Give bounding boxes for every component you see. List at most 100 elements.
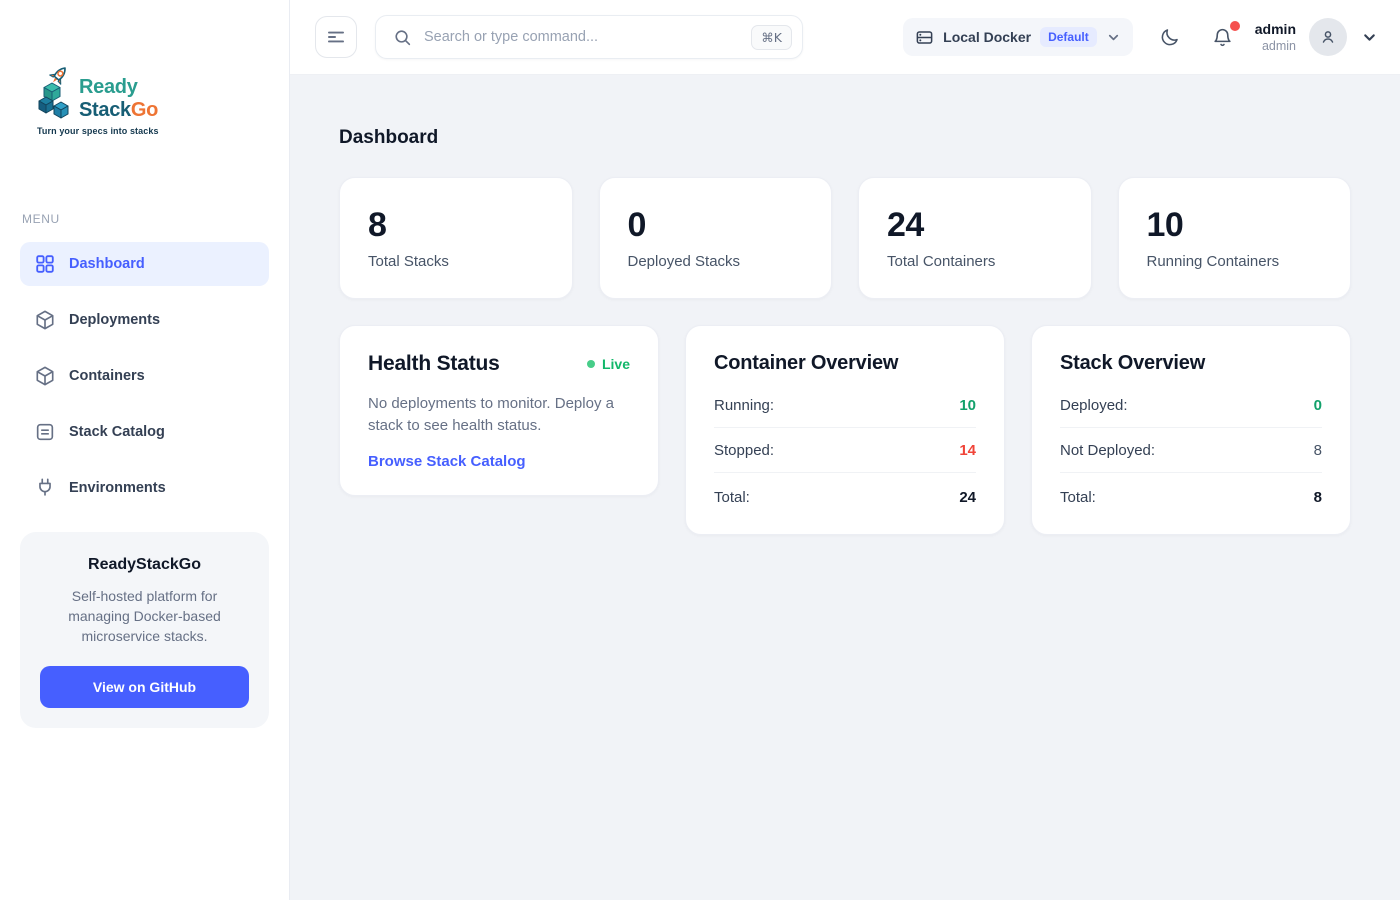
chevron-down-icon xyxy=(1361,29,1378,46)
search-input[interactable] xyxy=(424,29,751,45)
user-meta: admin admin xyxy=(1255,22,1296,53)
menu-icon xyxy=(326,27,346,47)
notification-dot xyxy=(1230,21,1240,31)
sidebar-promo-card: ReadyStackGo Self-hosted platform for ma… xyxy=(20,532,269,728)
cube-icon xyxy=(34,309,56,331)
search-box: ⌘K xyxy=(375,15,803,59)
live-dot-icon xyxy=(587,360,595,368)
stat-label: Total Stacks xyxy=(368,253,544,270)
keyboard-shortcut-badge: ⌘K xyxy=(751,25,792,50)
sidebar-toggle-button[interactable] xyxy=(315,16,357,58)
sidebar-item-label: Dashboard xyxy=(69,256,145,272)
overview-row-stopped: Stopped: 14 xyxy=(714,428,976,473)
main-area: ⌘K Local Docker Default xyxy=(290,0,1400,900)
menu-section-label: MENU xyxy=(22,212,289,226)
chevron-down-icon xyxy=(1106,30,1121,45)
health-status-card: Health Status Live No deployments to mon… xyxy=(339,325,659,496)
stack-overview-card: Stack Overview Deployed: 0 Not Deployed:… xyxy=(1031,325,1351,535)
stat-value: 8 xyxy=(368,207,544,243)
brand-logo[interactable]: Ready StackGo Turn your specs into stack… xyxy=(37,64,157,136)
row-value: 10 xyxy=(959,397,976,414)
brand-name-part1: Ready xyxy=(79,76,138,98)
row-label: Stopped: xyxy=(714,442,774,459)
sidebar-item-deployments[interactable]: Deployments xyxy=(20,298,269,342)
moon-icon xyxy=(1159,27,1180,48)
promo-title: ReadyStackGo xyxy=(40,556,249,574)
brand-name-part3: Go xyxy=(131,99,158,121)
stack-overview-title: Stack Overview xyxy=(1060,352,1322,375)
health-status-message: No deployments to monitor. Deploy a stac… xyxy=(368,393,630,437)
plug-icon xyxy=(34,477,56,499)
notifications-button[interactable] xyxy=(1212,27,1233,48)
overview-row-total: Total: 24 xyxy=(714,473,976,510)
sidebar-item-label: Environments xyxy=(69,480,166,496)
overview-row-deployed: Deployed: 0 xyxy=(1060,383,1322,428)
stat-label: Deployed Stacks xyxy=(628,253,804,270)
stat-label: Running Containers xyxy=(1147,253,1323,270)
environment-name: Local Docker xyxy=(943,29,1031,45)
avatar[interactable] xyxy=(1309,18,1347,56)
row-value: 14 xyxy=(959,442,976,459)
view-on-github-button[interactable]: View on GitHub xyxy=(40,666,249,708)
server-icon xyxy=(915,28,934,47)
browse-stack-catalog-link[interactable]: Browse Stack Catalog xyxy=(368,453,526,470)
grid-icon xyxy=(34,253,56,275)
user-name: admin xyxy=(1255,22,1296,36)
stat-card-total-stacks: 8 Total Stacks xyxy=(339,177,573,299)
search-icon xyxy=(393,28,412,47)
page-title: Dashboard xyxy=(339,127,1351,149)
document-icon xyxy=(34,421,56,443)
brand-wordmark: Ready StackGo xyxy=(79,76,158,122)
row-label: Deployed: xyxy=(1060,397,1128,414)
sidebar-item-dashboard[interactable]: Dashboard xyxy=(20,242,269,286)
rocket-stack-logo-icon xyxy=(37,64,81,122)
stat-value: 0 xyxy=(628,207,804,243)
brand-name-part2: Stack xyxy=(79,99,131,121)
sidebar-item-label: Stack Catalog xyxy=(69,424,165,440)
sidebar-item-label: Deployments xyxy=(69,312,160,328)
overview-row-total: Total: 8 xyxy=(1060,473,1322,510)
dark-mode-toggle[interactable] xyxy=(1159,27,1180,48)
stat-label: Total Containers xyxy=(887,253,1063,270)
row-value: 24 xyxy=(959,489,976,506)
environment-default-badge: Default xyxy=(1040,27,1097,47)
row-value: 8 xyxy=(1314,489,1322,506)
environment-selector[interactable]: Local Docker Default xyxy=(903,18,1133,56)
bell-icon xyxy=(1212,27,1233,48)
row-label: Not Deployed: xyxy=(1060,442,1155,459)
stat-value: 10 xyxy=(1147,207,1323,243)
promo-description: Self-hosted platform for managing Docker… xyxy=(40,586,249,646)
sidebar-item-containers[interactable]: Containers xyxy=(20,354,269,398)
sidebar-item-stack-catalog[interactable]: Stack Catalog xyxy=(20,410,269,454)
sidebar-nav: Dashboard Deployments Containers xyxy=(20,242,269,510)
overview-row-not-deployed: Not Deployed: 8 xyxy=(1060,428,1322,473)
user-menu-button[interactable] xyxy=(1361,29,1378,46)
row-label: Total: xyxy=(714,489,750,506)
topbar: ⌘K Local Docker Default xyxy=(290,0,1400,75)
dashboard-content: Dashboard 8 Total Stacks 0 Deployed Stac… xyxy=(290,75,1400,900)
container-overview-card: Container Overview Running: 10 Stopped: … xyxy=(685,325,1005,535)
overview-grid: Health Status Live No deployments to mon… xyxy=(339,325,1351,535)
sidebar: Ready StackGo Turn your specs into stack… xyxy=(0,0,290,900)
user-icon xyxy=(1318,27,1338,47)
row-value: 8 xyxy=(1314,442,1322,459)
user-role: admin xyxy=(1255,40,1296,53)
stat-card-total-containers: 24 Total Containers xyxy=(858,177,1092,299)
live-status-label: Live xyxy=(602,356,630,372)
overview-row-running: Running: 10 xyxy=(714,383,976,428)
row-label: Total: xyxy=(1060,489,1096,506)
stat-card-deployed-stacks: 0 Deployed Stacks xyxy=(599,177,833,299)
live-status-badge: Live xyxy=(587,356,630,372)
brand-tagline: Turn your specs into stacks xyxy=(37,126,157,136)
sidebar-item-environments[interactable]: Environments xyxy=(20,466,269,510)
row-value: 0 xyxy=(1314,397,1322,414)
row-label: Running: xyxy=(714,397,774,414)
stats-grid: 8 Total Stacks 0 Deployed Stacks 24 Tota… xyxy=(339,177,1351,299)
container-overview-title: Container Overview xyxy=(714,352,976,375)
stat-card-running-containers: 10 Running Containers xyxy=(1118,177,1352,299)
cube-icon xyxy=(34,365,56,387)
sidebar-item-label: Containers xyxy=(69,368,145,384)
stat-value: 24 xyxy=(887,207,1063,243)
topbar-right: Local Docker Default xyxy=(903,18,1378,56)
health-status-title: Health Status xyxy=(368,352,500,376)
